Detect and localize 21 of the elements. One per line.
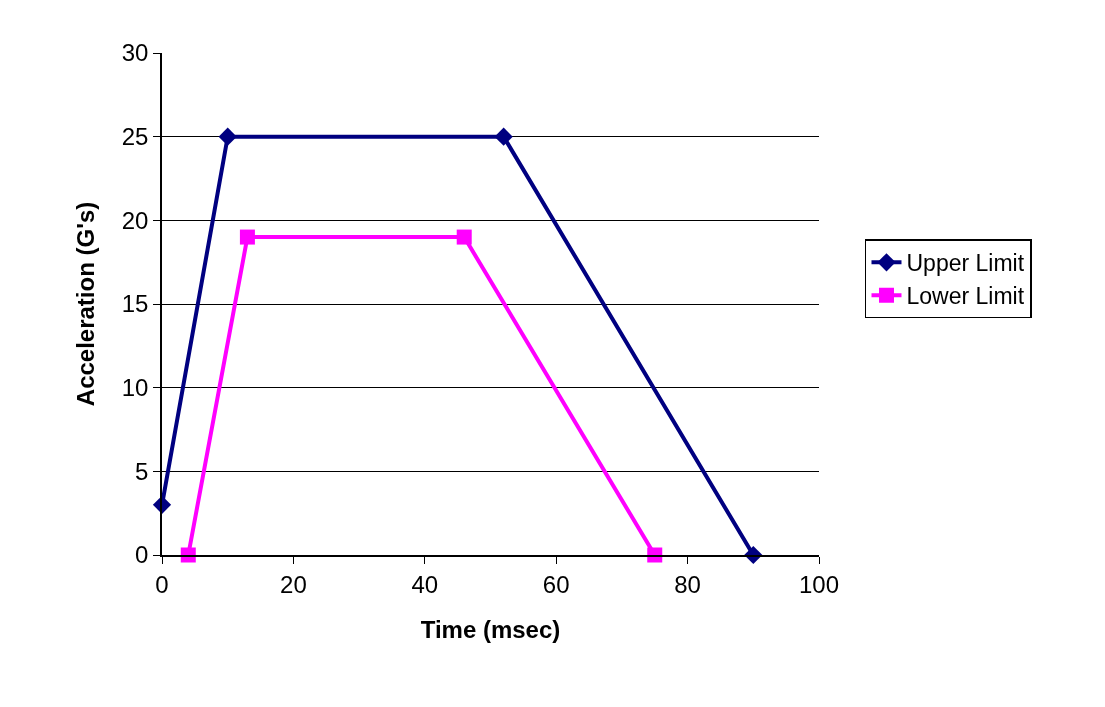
- point: [456, 229, 472, 245]
- y-tick-label: 25: [121, 123, 149, 151]
- x-tick-label: 20: [280, 570, 307, 598]
- x-tick-label: 0: [155, 570, 169, 598]
- y-tick-label: 10: [121, 374, 149, 402]
- legend-label: Upper Limit: [906, 250, 1025, 277]
- y-tick-label: 5: [135, 457, 149, 485]
- point: [494, 127, 513, 146]
- x-tick-label: 40: [411, 570, 439, 598]
- x-tick-label: 100: [798, 570, 840, 598]
- y-tick-label: 0: [135, 541, 149, 569]
- x-tick-label: 60: [542, 570, 570, 598]
- x-tick-label: 80: [674, 570, 701, 598]
- legend-label: Lower Limit: [906, 283, 1025, 310]
- point: [239, 229, 255, 245]
- y-axis-title: Acceleration (G's): [72, 201, 100, 407]
- y-tick-label: 20: [121, 206, 149, 234]
- x-axis-title: Time (msec): [420, 616, 561, 644]
- y-tick-label: 15: [121, 290, 149, 318]
- point: [218, 127, 237, 146]
- y-tick-label: 30: [121, 39, 149, 67]
